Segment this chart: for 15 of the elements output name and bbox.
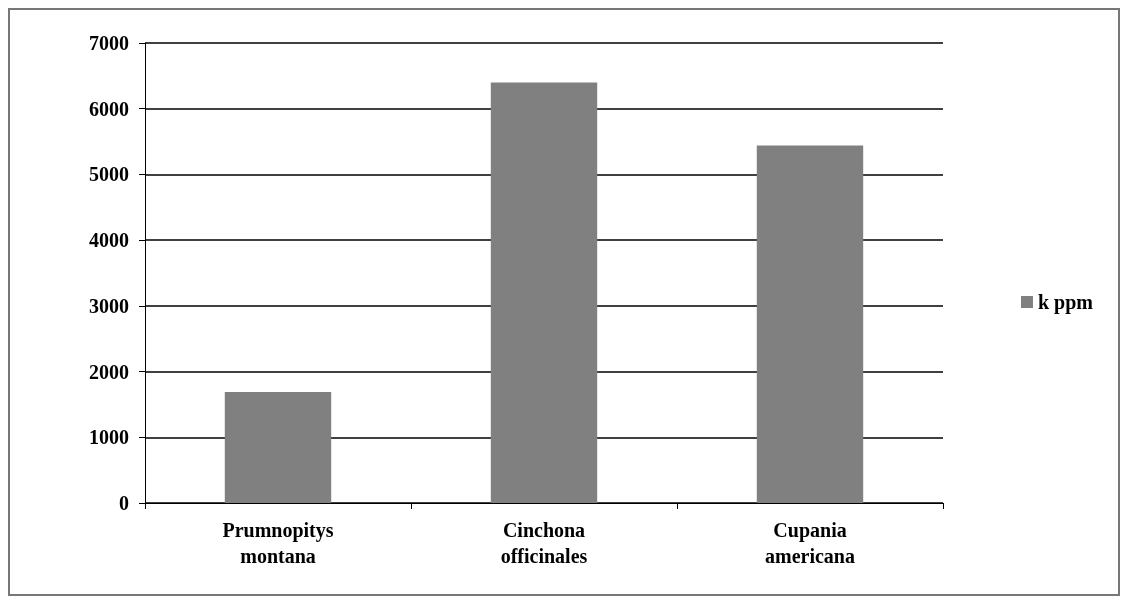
bar	[756, 145, 864, 503]
y-tick-label: 1000	[89, 426, 129, 449]
y-tick-label: 0	[119, 492, 129, 514]
y-tick-label: 6000	[89, 97, 129, 120]
bar	[490, 82, 598, 503]
y-tick-label: 4000	[89, 229, 129, 252]
y-tick-label: 7000	[89, 32, 129, 54]
x-tick-label: Cinchona officinales	[500, 519, 588, 567]
y-tick-label: 3000	[89, 294, 129, 317]
bar	[224, 391, 332, 503]
y-tick-label: 5000	[89, 163, 129, 186]
y-tick-label: 2000	[89, 360, 129, 383]
x-tick-label: Prumnopitys montana	[222, 519, 334, 567]
x-tick-label: Cupania americana	[765, 519, 855, 567]
legend-label: k ppm	[1037, 291, 1094, 314]
